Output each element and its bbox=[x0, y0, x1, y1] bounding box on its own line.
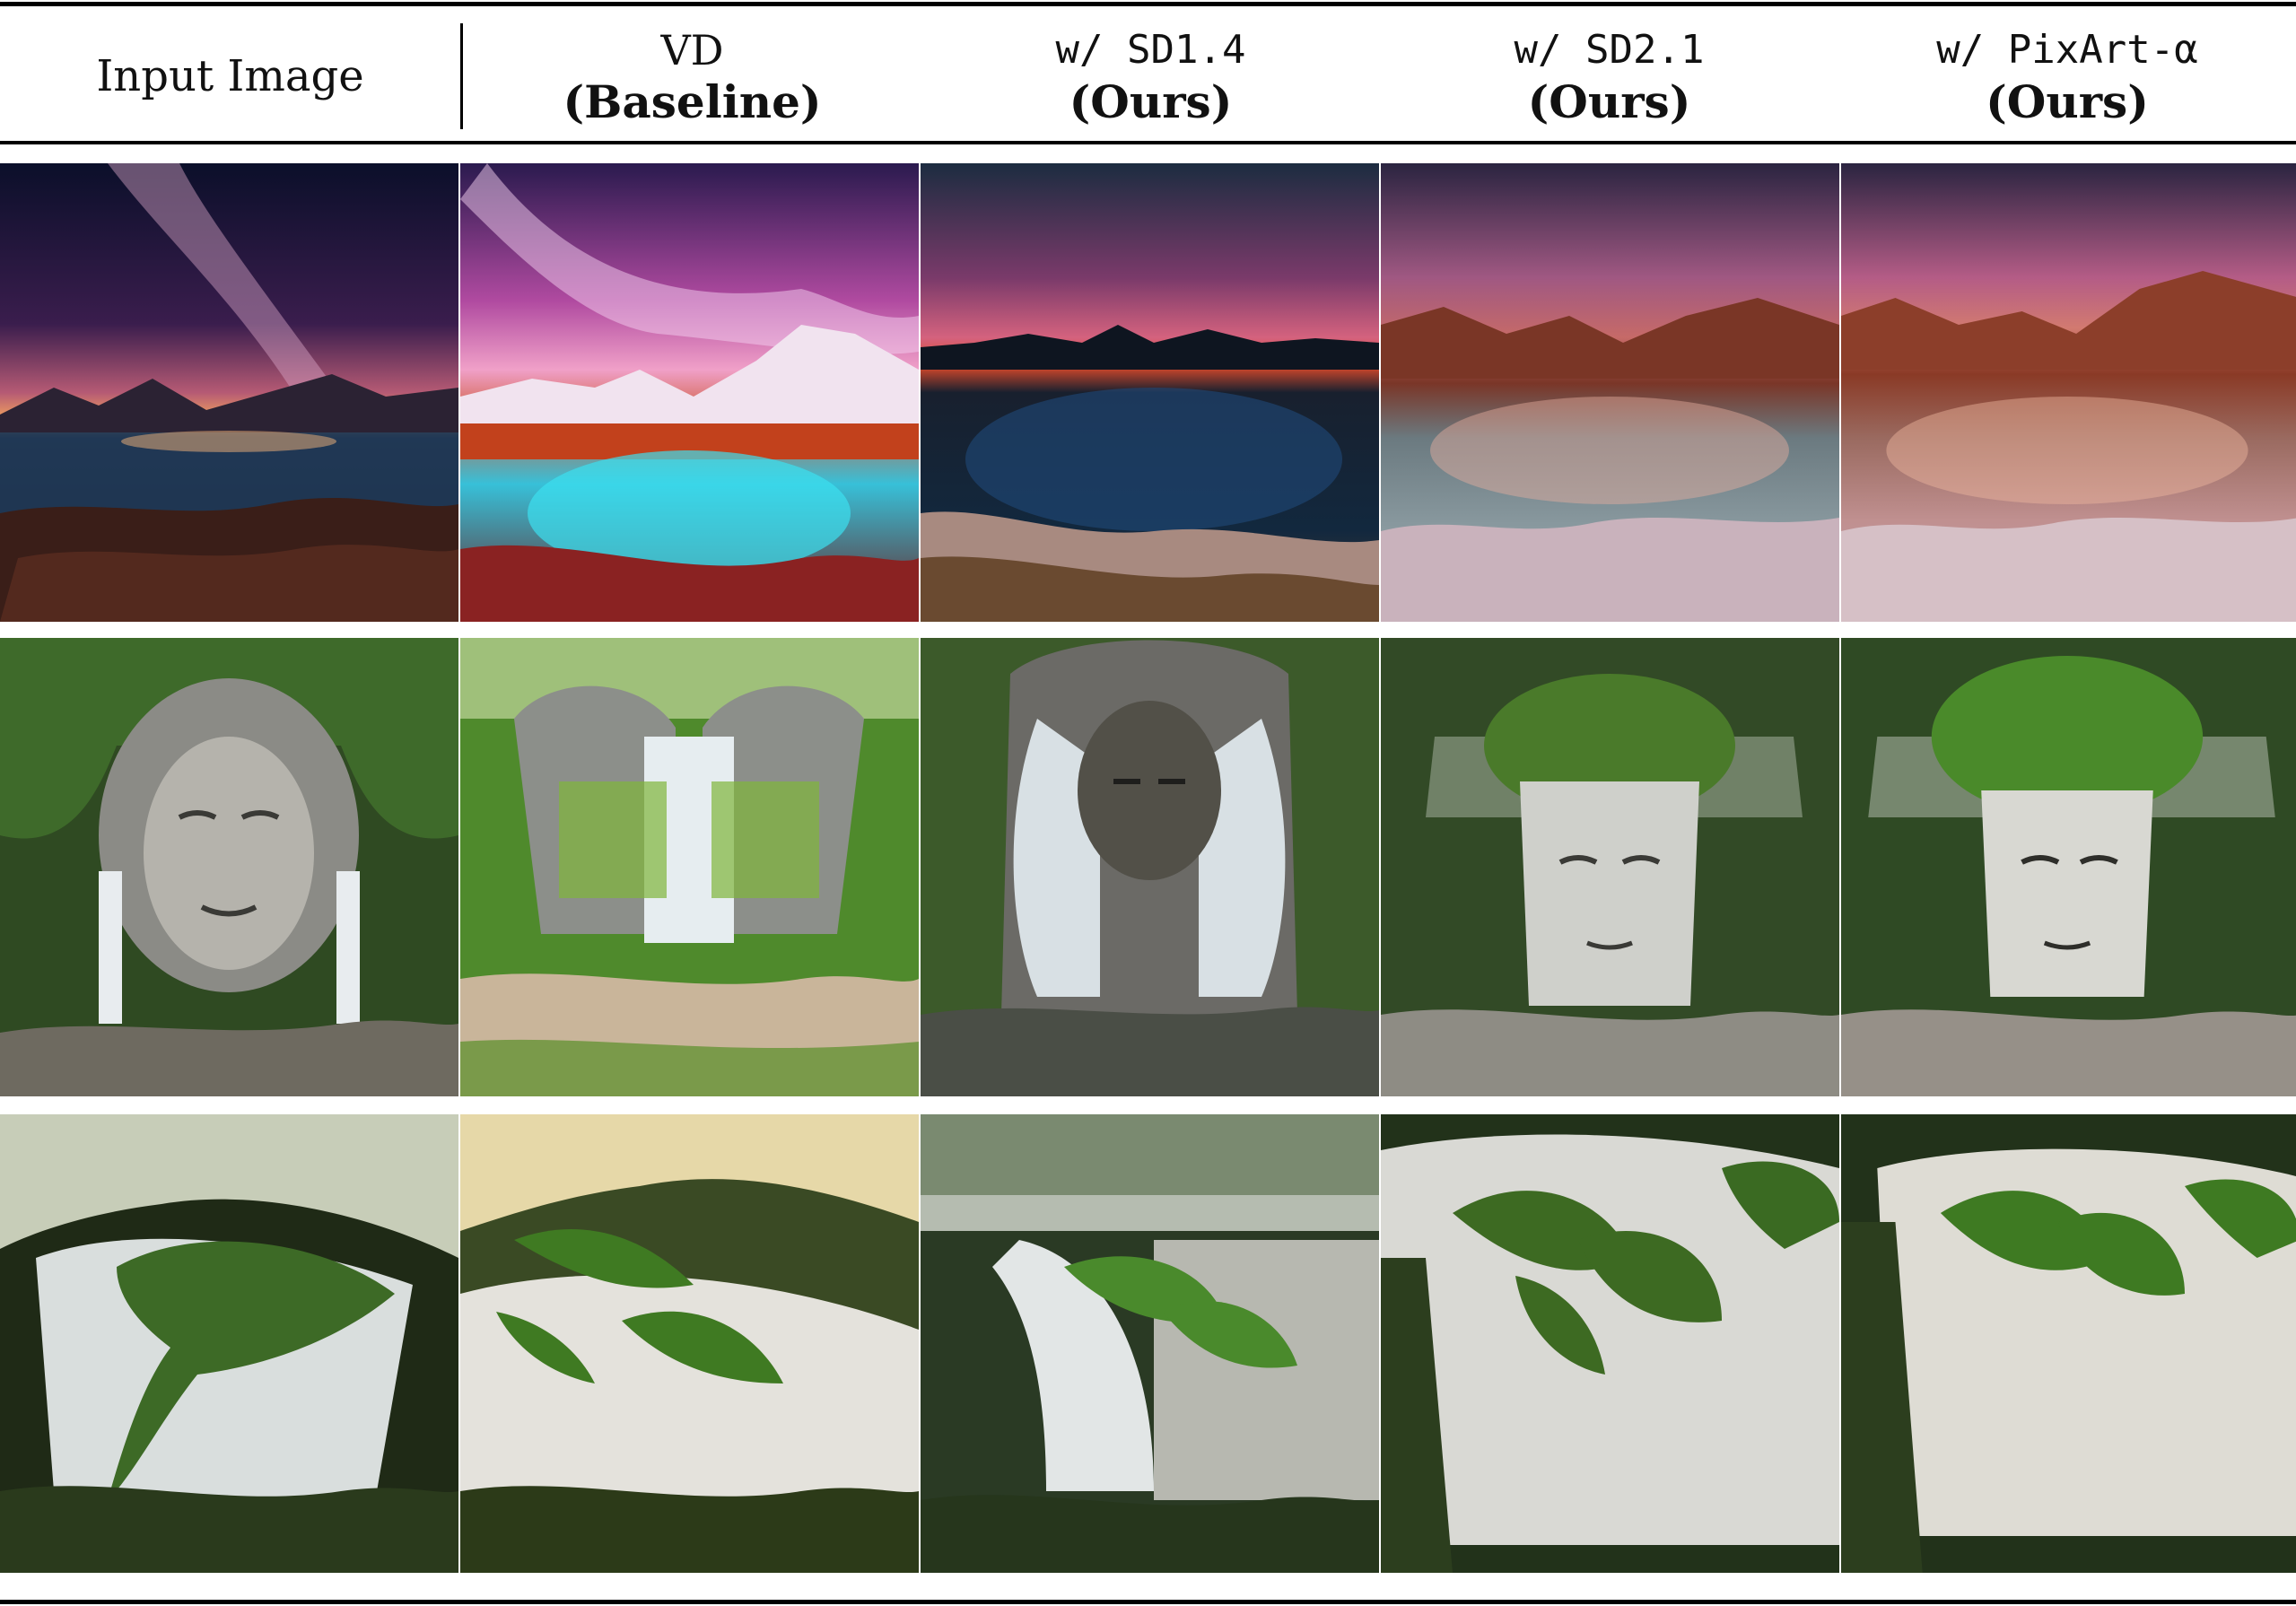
row1-pixart-ours-image bbox=[1841, 163, 2296, 622]
header-col-title: w/ PixArt-α bbox=[1936, 27, 2198, 73]
header-col-subtitle: (Baseline) bbox=[563, 75, 822, 128]
header-col-title: VD bbox=[660, 26, 724, 74]
row1-sd21-ours-image bbox=[1381, 163, 1839, 622]
header-col-subtitle: (Ours) bbox=[1527, 75, 1691, 128]
row3-sd21-ours-image bbox=[1381, 1114, 1839, 1573]
header-col-sd14: w/ SD1.4 (Ours) bbox=[921, 18, 1380, 135]
row2-sd21-ours-image bbox=[1381, 638, 1839, 1096]
row2-sd14-ours-image bbox=[921, 638, 1379, 1096]
header-vertical-separator bbox=[460, 23, 463, 129]
header-col-pixart: w/ PixArt-α (Ours) bbox=[1838, 18, 2296, 135]
header-bottom-rule bbox=[0, 141, 2296, 144]
row3-sd14-ours-image bbox=[921, 1114, 1379, 1573]
row1-vd-baseline-image bbox=[460, 163, 919, 622]
row1-sd14-ours-image bbox=[921, 163, 1379, 622]
row3-vd-baseline-image bbox=[460, 1114, 919, 1573]
header-col-sd21: w/ SD2.1 (Ours) bbox=[1380, 18, 1838, 135]
header-col-title: w/ SD2.1 bbox=[1514, 27, 1705, 73]
header-col-vd: VD (Baseline) bbox=[463, 18, 921, 135]
row2-vd-baseline-image bbox=[460, 638, 919, 1096]
header-col-subtitle: (Ours) bbox=[1069, 75, 1233, 128]
row2-input-image bbox=[0, 638, 458, 1096]
row3-input-image bbox=[0, 1114, 458, 1573]
table-top-rule bbox=[0, 2, 2296, 6]
table-bottom-rule bbox=[0, 1600, 2296, 1604]
row1-input-image bbox=[0, 163, 458, 622]
row3-pixart-ours-image bbox=[1841, 1114, 2296, 1573]
row2-pixart-ours-image bbox=[1841, 638, 2296, 1096]
header-input-image: Input Image bbox=[0, 18, 460, 135]
header-input-label: Input Image bbox=[96, 51, 364, 101]
header-col-subtitle: (Ours) bbox=[1986, 75, 2149, 128]
header-col-title: w/ SD1.4 bbox=[1055, 27, 1246, 73]
